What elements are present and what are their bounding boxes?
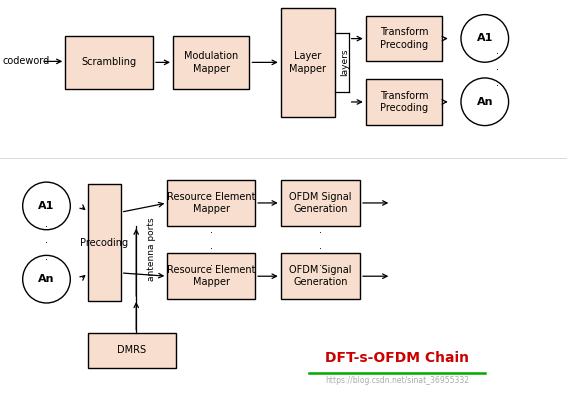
Text: Transform
Precoding: Transform Precoding bbox=[380, 27, 428, 50]
Text: Layer
Mapper: Layer Mapper bbox=[289, 51, 326, 74]
FancyBboxPatch shape bbox=[281, 253, 360, 299]
Text: https://blog.csdn.net/sinat_36955332: https://blog.csdn.net/sinat_36955332 bbox=[325, 376, 469, 385]
Text: ·
·
·: · · · bbox=[496, 49, 500, 91]
FancyBboxPatch shape bbox=[88, 333, 176, 368]
FancyBboxPatch shape bbox=[281, 180, 360, 226]
Text: ·
·
·: · · · bbox=[45, 222, 48, 265]
FancyBboxPatch shape bbox=[167, 180, 255, 226]
Text: Resource Element
Mapper: Resource Element Mapper bbox=[167, 192, 256, 214]
Text: OFDM Signal
Generation: OFDM Signal Generation bbox=[289, 192, 352, 214]
FancyBboxPatch shape bbox=[65, 36, 153, 89]
Text: Scrambling: Scrambling bbox=[82, 57, 137, 67]
Text: An: An bbox=[476, 97, 493, 107]
Text: A1: A1 bbox=[39, 201, 54, 211]
Text: A1: A1 bbox=[477, 33, 493, 44]
Ellipse shape bbox=[461, 78, 509, 126]
Text: OFDM Signal
Generation: OFDM Signal Generation bbox=[289, 265, 352, 287]
Text: codeword: codeword bbox=[3, 56, 50, 67]
Text: antenna ports: antenna ports bbox=[147, 218, 156, 281]
Text: Resource Element
Mapper: Resource Element Mapper bbox=[167, 265, 256, 287]
Text: An: An bbox=[38, 274, 55, 284]
FancyBboxPatch shape bbox=[281, 8, 335, 117]
FancyBboxPatch shape bbox=[366, 16, 442, 61]
Ellipse shape bbox=[461, 15, 509, 62]
Text: ·
·
·: · · · bbox=[210, 228, 213, 271]
Text: Transform
Precoding: Transform Precoding bbox=[380, 91, 428, 113]
Text: DFT-s-OFDM Chain: DFT-s-OFDM Chain bbox=[325, 351, 469, 366]
Text: DMRS: DMRS bbox=[117, 345, 146, 356]
Text: Modulation
Mapper: Modulation Mapper bbox=[184, 51, 238, 74]
Text: Precoding: Precoding bbox=[81, 238, 128, 248]
Ellipse shape bbox=[23, 255, 70, 303]
Text: ·
·
·: · · · bbox=[319, 228, 322, 271]
Ellipse shape bbox=[23, 182, 70, 230]
Text: layers: layers bbox=[340, 48, 349, 76]
FancyBboxPatch shape bbox=[366, 79, 442, 125]
FancyBboxPatch shape bbox=[173, 36, 249, 89]
FancyBboxPatch shape bbox=[88, 184, 121, 301]
FancyBboxPatch shape bbox=[167, 253, 255, 299]
